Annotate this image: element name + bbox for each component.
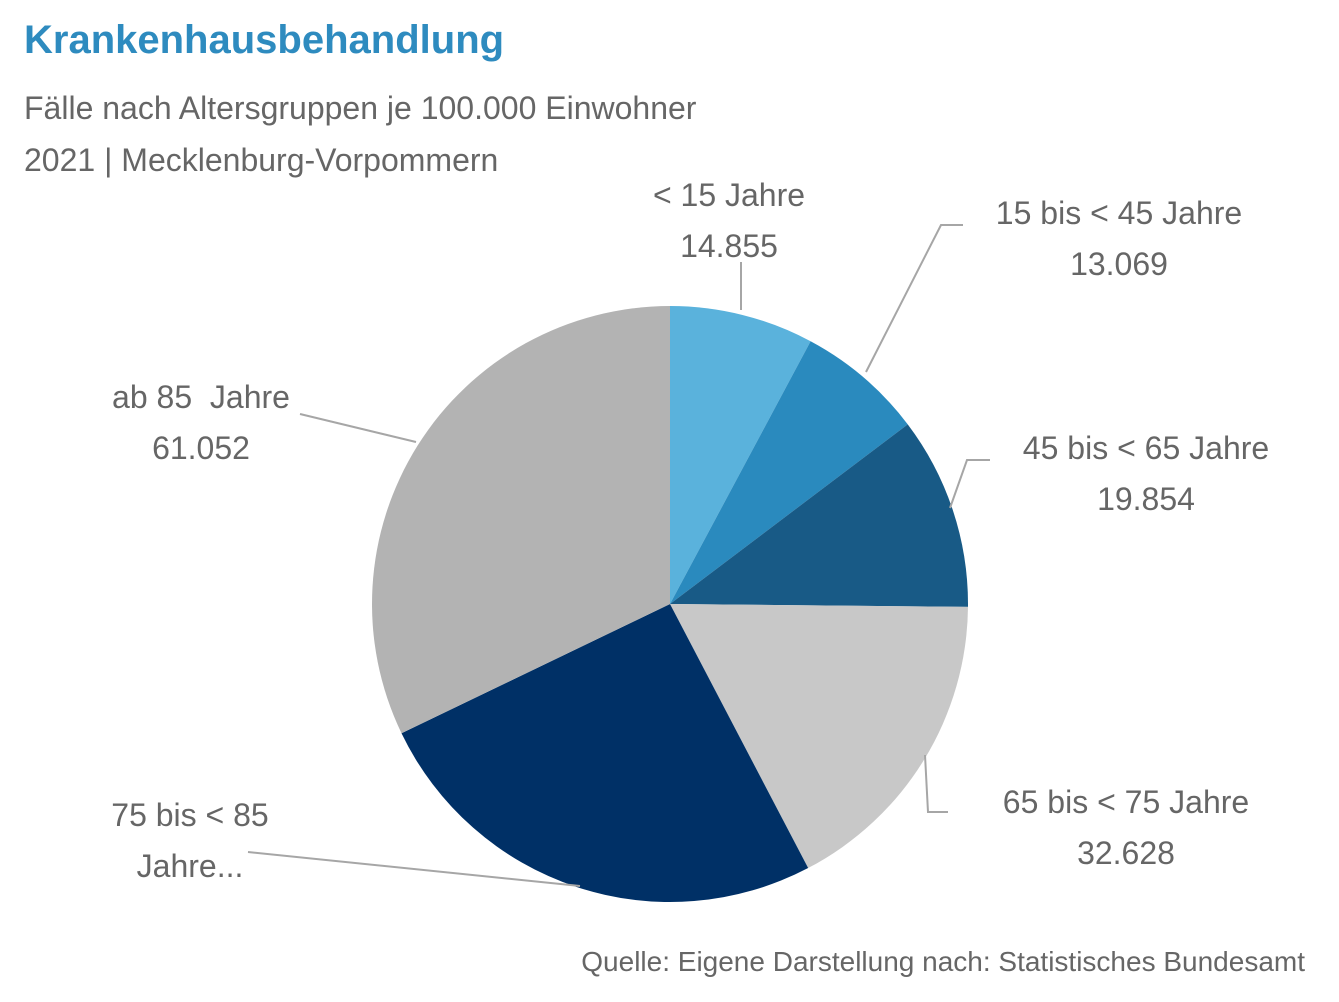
label-75-85-line2: Jahre... (137, 848, 244, 884)
slice-labels: < 15 Jahre 14.855 15 bis < 45 Jahre 13.0… (111, 177, 1269, 884)
label-u15-value: 14.855 (680, 228, 778, 264)
leader-line-85 (299, 413, 417, 443)
label-65-75-name: 65 bis < 75 Jahre (1003, 784, 1249, 820)
label-75-85-line1: 75 bis < 85 (111, 797, 268, 833)
leader-line-45-65 (949, 459, 990, 509)
label-85-name: ab 85 Jahre (112, 379, 290, 415)
leader-line-65-75 (924, 754, 948, 813)
pie-slice-75-85 (401, 604, 809, 903)
pie-slices (372, 306, 969, 903)
label-u15-name: < 15 Jahre (653, 177, 805, 213)
pie-slice-45-65 (670, 424, 969, 607)
subtitle-line-2: 2021 | Mecklenburg-Vorpommern (24, 142, 499, 178)
label-15-45-value: 13.069 (1070, 246, 1168, 282)
pie-slice-65-75 (670, 604, 968, 869)
label-85-value: 61.052 (152, 430, 250, 466)
leader-line-75-85 (247, 851, 581, 887)
label-45-65-value: 19.854 (1097, 481, 1195, 517)
source-note: Quelle: Eigene Darstellung nach: Statist… (581, 946, 1305, 977)
pie-slice-15-45 (670, 341, 908, 604)
chart-title: Krankenhausbehandlung (24, 18, 505, 62)
label-15-45-name: 15 bis < 45 Jahre (996, 195, 1242, 231)
pie-slice-85 (372, 306, 670, 734)
label-45-65-name: 45 bis < 65 Jahre (1023, 430, 1269, 466)
label-65-75-value: 32.628 (1077, 835, 1175, 871)
leader-lines (247, 224, 990, 887)
leader-line-15-45 (865, 224, 963, 373)
chart-subtitle: Fälle nach Altersgruppen je 100.000 Einw… (24, 82, 696, 186)
pie-slice-u15 (670, 306, 811, 604)
subtitle-line-1: Fälle nach Altersgruppen je 100.000 Einw… (24, 90, 697, 126)
